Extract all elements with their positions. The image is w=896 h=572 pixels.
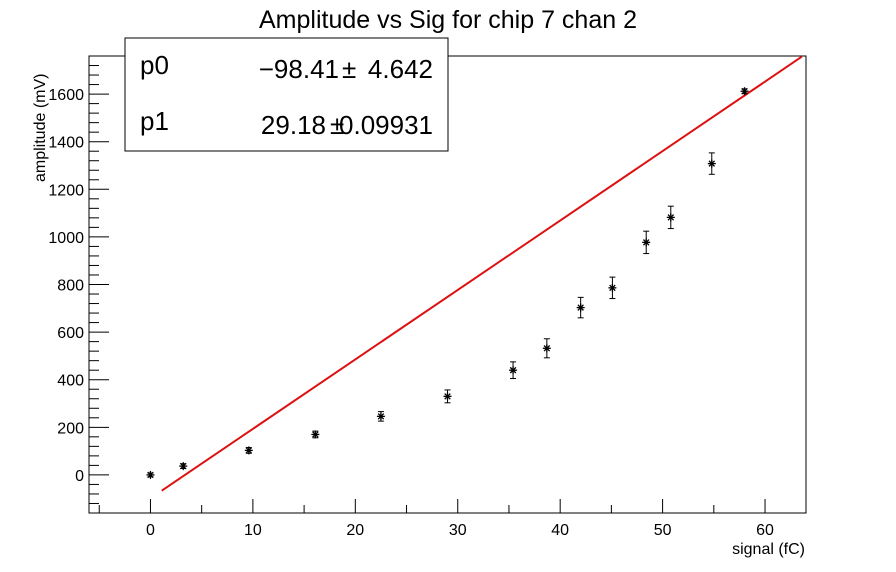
data-point (146, 470, 155, 479)
stat-p1-name: p1 (140, 106, 169, 136)
stats-box: p0 −98.41 ± 4.642 p1 29.18 ± 0.09931 (124, 37, 449, 152)
x-tick-label: 20 (346, 522, 364, 539)
data-point (443, 389, 452, 404)
data-point (311, 430, 320, 439)
x-tick-label: 10 (244, 522, 262, 539)
data-point (642, 230, 651, 255)
x-tick-label: 30 (449, 522, 467, 539)
data-point (542, 338, 551, 359)
y-tick-label: 1000 (48, 230, 84, 247)
x-tick-label: 60 (756, 522, 774, 539)
data-point (376, 411, 385, 422)
stat-p0-name: p0 (140, 50, 169, 80)
stat-p1-error: 0.09931 (339, 110, 433, 140)
y-tick-label: 600 (57, 325, 84, 342)
data-point (666, 205, 675, 230)
fit-line (161, 55, 803, 492)
stat-p1-pm: ± (330, 110, 344, 140)
data-point (707, 152, 716, 175)
data-points (146, 87, 749, 479)
stat-p0-value: −98.41 (259, 54, 339, 84)
fit-line-group (161, 55, 803, 492)
y-tick-label: 800 (57, 278, 84, 295)
data-point (179, 462, 188, 471)
y-tick-label: 1400 (48, 135, 84, 152)
y-tick-label: 1600 (48, 87, 84, 104)
stat-p0-pm: ± (342, 54, 356, 84)
stat-p1-value: 29.18 (261, 110, 326, 140)
y-tick-label: 1200 (48, 182, 84, 199)
data-point (740, 87, 749, 96)
y-tick-label: 0 (75, 468, 84, 485)
stat-p0-error: 4.642 (368, 54, 433, 84)
plot-area: 0 10 20 30 40 50 60 0 200 400 600 800 1000 1200 1400 1… (48, 55, 807, 539)
data-point (576, 296, 585, 319)
data-point (608, 276, 617, 300)
y-axis: 0 200 400 600 800 1000 1200 1400 1600 (48, 55, 109, 514)
chart-title: Amplitude vs Sig for chip 7 chan 2 (259, 6, 637, 34)
x-tick-label: 50 (654, 522, 672, 539)
data-point (509, 361, 518, 380)
y-axis-title: amplitude (mV) (32, 74, 49, 182)
y-tick-label: 400 (57, 373, 84, 390)
stats-box-frame (124, 37, 449, 152)
x-axis-title: signal (fC) (732, 541, 805, 558)
x-tick-label: 0 (146, 522, 155, 539)
x-axis: 0 10 20 30 40 50 60 (98, 499, 774, 539)
y-tick-label: 200 (57, 420, 84, 437)
data-point (244, 446, 253, 455)
x-tick-label: 40 (551, 522, 569, 539)
